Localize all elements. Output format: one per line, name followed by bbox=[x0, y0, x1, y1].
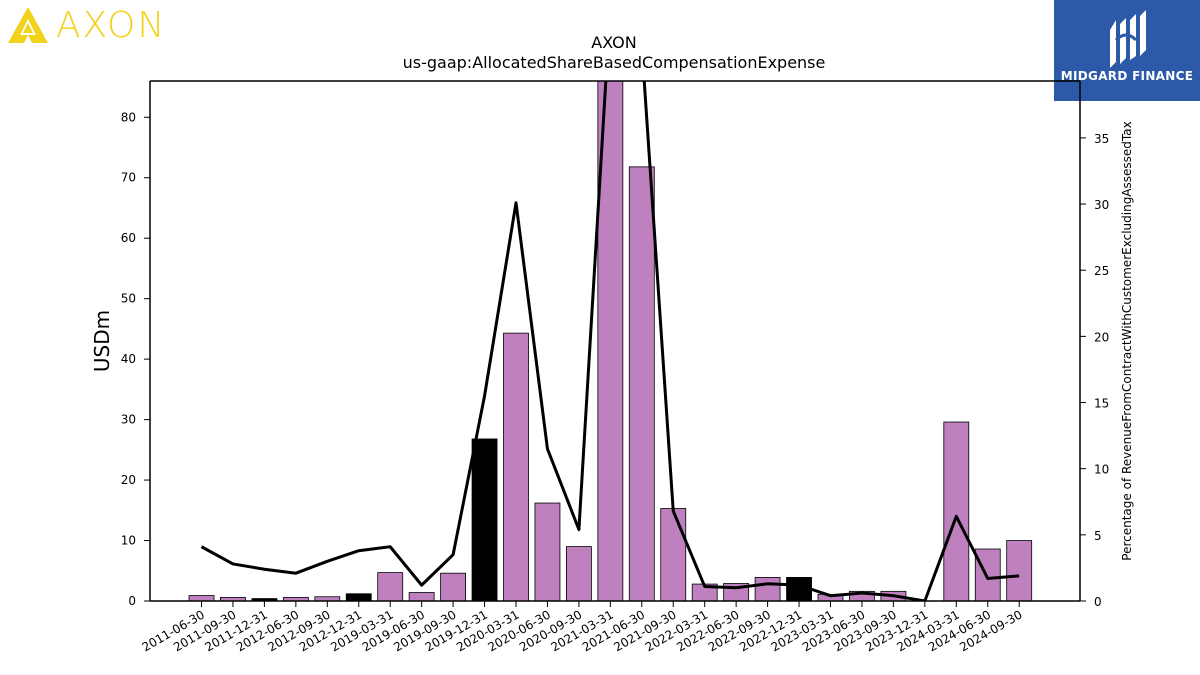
y2-tick-label-15: 15 bbox=[1094, 397, 1109, 411]
plot-area: 01020304050607080051015202530352011-06-3… bbox=[121, 80, 1109, 654]
brand-name: AXON bbox=[56, 4, 167, 46]
bar-2020-09-30 bbox=[566, 546, 592, 601]
bar-2012-12-31 bbox=[345, 593, 372, 601]
bar-2024-03-31 bbox=[943, 421, 970, 601]
y-tick-label-80: 80 bbox=[121, 110, 136, 124]
badge-text: MIDGARD FINANCE bbox=[1060, 69, 1194, 83]
y-axis-label: USDm bbox=[90, 310, 114, 372]
bar-2011-12-31 bbox=[251, 598, 278, 601]
line-series bbox=[200, 81, 1020, 601]
bar-2021-06-30 bbox=[628, 166, 655, 601]
bar-2011-06-30 bbox=[188, 595, 215, 601]
brand-logo: AXON bbox=[6, 4, 166, 46]
y2-tick-label-10: 10 bbox=[1094, 463, 1109, 477]
y-tick-label-0: 0 bbox=[128, 594, 136, 608]
midgard-logo-icon bbox=[1110, 10, 1146, 68]
y-tick-label-30: 30 bbox=[121, 413, 136, 427]
y2-tick-label-5: 5 bbox=[1094, 529, 1102, 543]
bar-2019-12-31 bbox=[471, 438, 498, 601]
bar-2020-03-31 bbox=[503, 332, 529, 601]
bar-2024-09-30 bbox=[1006, 540, 1033, 601]
y2-tick-label-30: 30 bbox=[1094, 198, 1109, 212]
y2-tick-label-35: 35 bbox=[1094, 132, 1109, 146]
y-tick-label-50: 50 bbox=[121, 292, 136, 306]
bar-2024-06-30 bbox=[974, 548, 1001, 601]
y-tick-label-70: 70 bbox=[121, 171, 136, 185]
bar-2012-09-30 bbox=[314, 596, 341, 601]
y-tick-label-40: 40 bbox=[121, 352, 136, 366]
bar-2019-03-31 bbox=[377, 572, 404, 601]
y2-tick-label-0: 0 bbox=[1094, 595, 1102, 609]
axon-logo-icon bbox=[8, 7, 48, 43]
bar-2021-09-30 bbox=[660, 508, 687, 601]
midgard-badge: MIDGARD FINANCE bbox=[1054, 0, 1200, 101]
bar-2022-09-30 bbox=[754, 577, 781, 601]
y-tick-label-10: 10 bbox=[121, 534, 136, 548]
y2-tick-label-25: 25 bbox=[1094, 264, 1109, 278]
bar-2019-06-30 bbox=[408, 592, 435, 601]
y-tick-label-60: 60 bbox=[121, 231, 136, 245]
y-tick-label-20: 20 bbox=[121, 473, 136, 487]
y2-tick-label-20: 20 bbox=[1094, 330, 1109, 344]
bar-2020-06-30 bbox=[534, 502, 561, 601]
chart-title: AXON bbox=[591, 33, 636, 52]
chart-subtitle: us-gaap:AllocatedShareBasedCompensationE… bbox=[403, 53, 826, 72]
bar-2019-09-30 bbox=[440, 572, 467, 601]
y2-axis-label: Percentage of RevenueFromContractWithCus… bbox=[1120, 121, 1134, 560]
